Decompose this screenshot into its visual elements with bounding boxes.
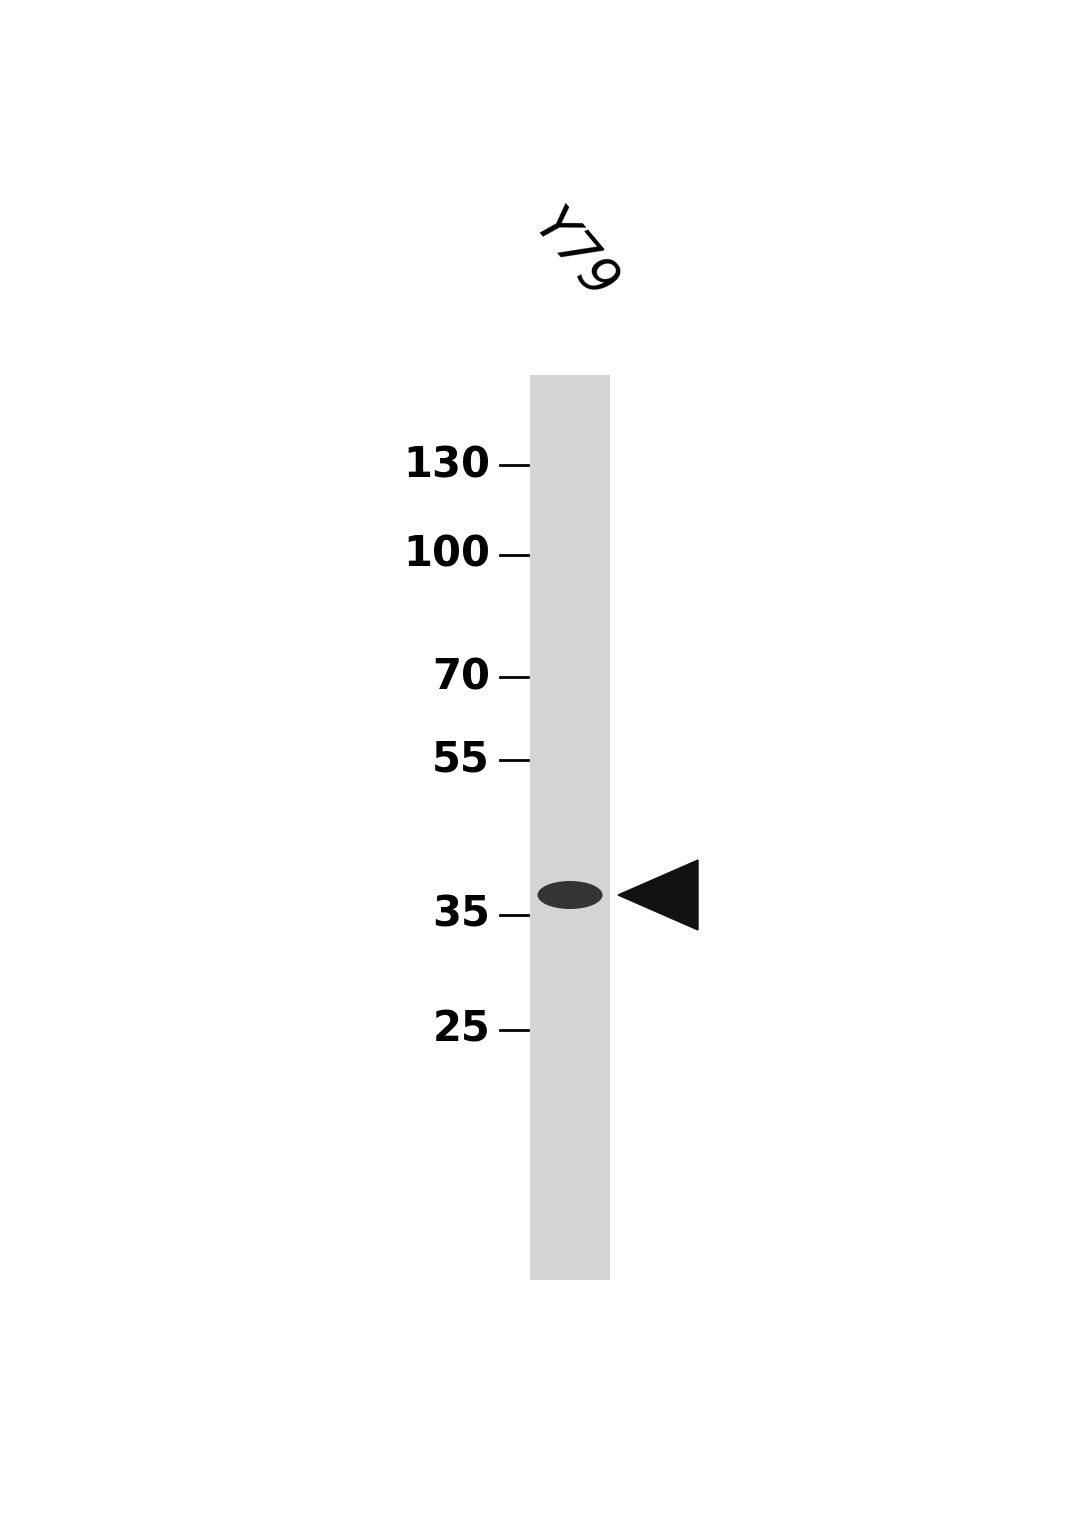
Text: 55: 55 (432, 739, 490, 781)
Text: 35: 35 (432, 894, 490, 935)
Text: 25: 25 (432, 1009, 490, 1050)
Text: 130: 130 (403, 444, 490, 485)
Bar (530, 375, 610, 1280)
Text: 70: 70 (432, 657, 490, 698)
Text: Y79: Y79 (523, 201, 626, 309)
Text: 100: 100 (403, 534, 490, 576)
Polygon shape (618, 860, 698, 929)
Ellipse shape (538, 880, 603, 909)
